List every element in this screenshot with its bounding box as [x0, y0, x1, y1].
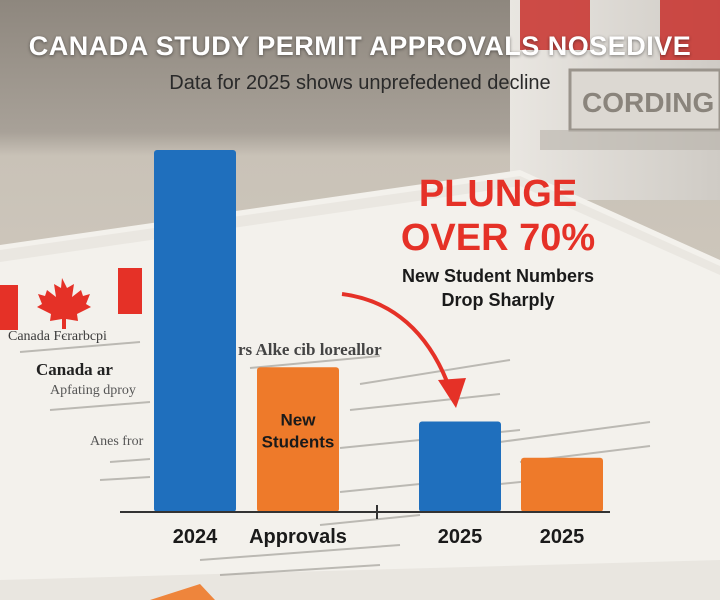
callout-subline-line1: New Student Numbers: [401, 266, 595, 286]
bar-data-label: Students: [262, 433, 335, 452]
callout-subline-line2: Drop Sharply: [441, 290, 555, 310]
background-sign: CORDING: [510, 0, 720, 200]
callout-headline-line2: OVER 70%: [400, 217, 596, 259]
bar-3-approvals: [419, 421, 501, 512]
decline-arrow-icon: [341, 292, 454, 396]
x-tick-label: Approvals: [249, 526, 347, 548]
x-tick-label: 2025: [540, 526, 585, 548]
flag-band-left: [0, 285, 18, 330]
bar-1-approvals: [154, 150, 236, 512]
callout-headline: PLUNGE OVER 70%: [398, 172, 598, 260]
x-tick-label: 2025: [438, 526, 483, 548]
page-title: CANADA STUDY PERMIT APPROVALS NOSEDIVE: [28, 31, 692, 61]
decline-arrow-head-icon: [438, 378, 466, 408]
callout-subline: New Student Numbers Drop Sharply: [388, 264, 608, 312]
doc-text-line5: Anes fror: [90, 434, 144, 449]
flag-band-right: [118, 268, 142, 314]
bar-4-new_students: [521, 457, 603, 512]
bar-data-label: New: [281, 411, 317, 430]
sign-text: CORDING: [582, 87, 714, 118]
x-tick-label: 2024: [173, 526, 218, 548]
doc-text-line1: Canada Fєrarbcpi: [8, 329, 107, 344]
doc-text-line4: Apfating dproy: [50, 383, 136, 398]
doc-text-line3: rs Alke cib loreallor: [238, 340, 382, 359]
callout-headline-line1: PLUNGE: [418, 173, 578, 215]
bar-2-new_students: [257, 367, 339, 512]
doc-text-line2: Canada ar: [36, 360, 113, 379]
maple-leaf-icon: [37, 278, 91, 329]
page-subtitle: Data for 2025 shows unprefedened decline: [169, 72, 551, 94]
